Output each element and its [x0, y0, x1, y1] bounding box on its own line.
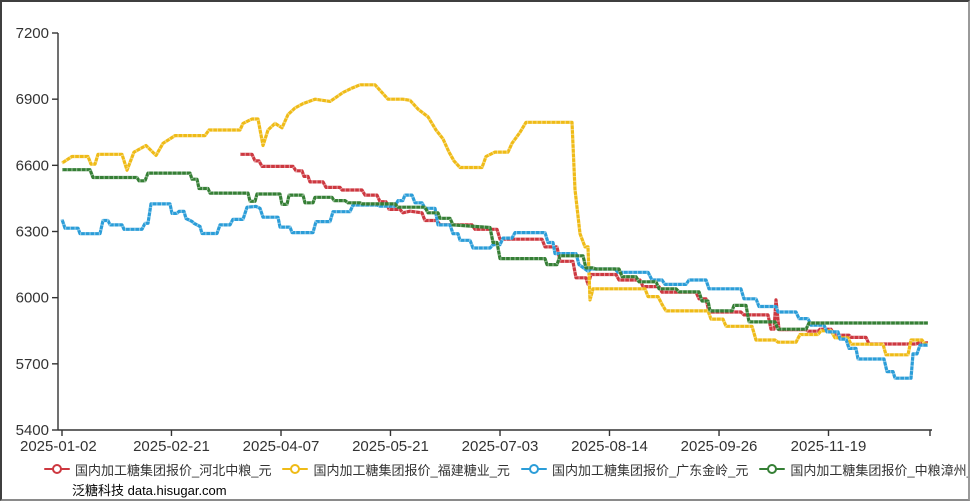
legend-line-circle-icon: [44, 464, 70, 474]
chart-legend: 国内加工糖集团报价_河北中粮_元 国内加工糖集团报价_福建糖业_元 国内加工糖集团报…: [2, 458, 968, 480]
x-axis-label: 2025-08-14: [571, 438, 648, 455]
legend-label: 国内加工糖集团报价_河北中粮_元: [75, 462, 272, 478]
legend-line-circle-icon: [520, 464, 547, 474]
legend-item-2[interactable]: 国内加工糖集团报价_广东金岭_元: [520, 460, 749, 479]
legend-label: 国内加工糖集团报价_广东金岭_元: [551, 462, 749, 478]
y-axis-label: 6300: [16, 224, 49, 241]
x-axis-label: 2025-07-03: [462, 438, 539, 455]
series-line-texture-3: [62, 168, 928, 331]
y-axis-label: 5700: [16, 356, 49, 373]
y-axis-label: 7200: [16, 25, 49, 42]
y-axis-label: 6900: [16, 91, 49, 108]
price-chart: 5400 5700 6000 6300 6600 6900 7200 2025-01-02 20…: [16, 25, 932, 455]
legend-label: 国内加工糖集团报价_中粮漳州_元: [790, 462, 970, 478]
legend-label: 国内加工糖集团报价_福建糖业_元: [313, 462, 510, 478]
y-axis-label: 6600: [16, 157, 49, 174]
legend-item-0[interactable]: 国内加工糖集团报价_河北中粮_元: [44, 460, 271, 479]
series-line-3: [62, 168, 928, 331]
series-line-texture-0: [240, 152, 928, 346]
x-axis-label: 2025-05-21: [352, 438, 429, 455]
data-source-text: 泛糖科技 data.hisugar.com: [72, 483, 227, 498]
y-axis-label: 5400: [16, 422, 49, 439]
legend-line-circle-icon: [759, 464, 786, 474]
x-axis-label: 2025-11-19: [791, 438, 867, 455]
series-line-texture-2: [60, 193, 928, 380]
series-line-0: [240, 152, 928, 346]
series-line-2: [60, 193, 928, 380]
x-axis-label: 2025-01-02: [20, 438, 97, 455]
x-axis-label: 2025-02-21: [133, 438, 210, 455]
y-axis-label: 6000: [16, 290, 49, 307]
legend-item-1[interactable]: 国内加工糖集团报价_福建糖业_元: [282, 460, 510, 479]
legend-line-circle-icon: [282, 464, 309, 474]
x-axis-label: 2025-09-26: [681, 438, 758, 455]
x-axis-label: 2025-04-07: [243, 438, 320, 455]
legend-item-3[interactable]: 国内加工糖集团报价_中粮漳州_元: [759, 460, 970, 479]
series-line-1: [61, 83, 928, 357]
